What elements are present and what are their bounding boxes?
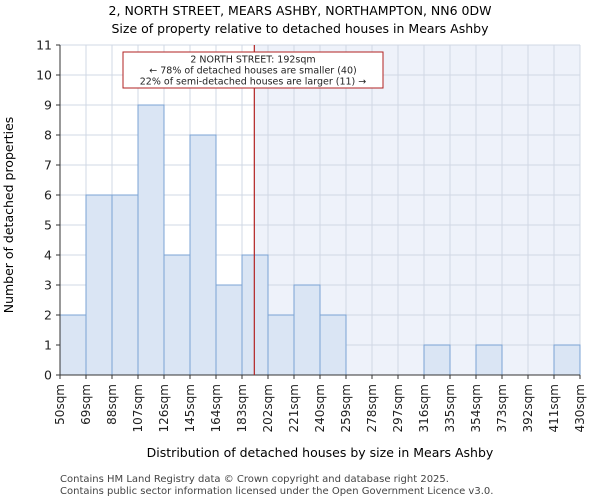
footer-line-1: Contains HM Land Registry data © Crown c… <box>60 474 449 485</box>
bar <box>59 314 87 376</box>
y-tick-label: 1 <box>44 338 52 353</box>
y-tick-label: 3 <box>44 278 52 293</box>
chart-title: 2, NORTH STREET, MEARS ASHBY, NORTHAMPTO… <box>109 3 492 18</box>
bar <box>111 194 139 376</box>
x-tick-label: 221sqm <box>287 384 301 432</box>
chart-subtitle: Size of property relative to detached ho… <box>112 21 490 36</box>
y-tick-label: 8 <box>44 128 52 143</box>
x-tick-label: 335sqm <box>443 384 457 432</box>
x-tick-label: 373sqm <box>495 384 509 432</box>
x-tick-label: 278sqm <box>365 384 379 432</box>
y-tick-label: 4 <box>44 248 52 263</box>
y-tick-label: 0 <box>44 368 52 383</box>
annotation-box <box>122 51 384 89</box>
x-tick-label: 316sqm <box>417 384 431 432</box>
x-tick-label: 259sqm <box>339 384 353 432</box>
y-tick-label: 7 <box>44 158 52 173</box>
bar <box>163 254 191 376</box>
x-tick-label: 392sqm <box>521 384 535 432</box>
y-tick-label: 2 <box>44 308 52 323</box>
x-tick-label: 164sqm <box>209 384 223 432</box>
bar <box>553 344 581 376</box>
x-tick-label: 354sqm <box>469 384 483 432</box>
x-axis-label: Distribution of detached houses by size … <box>147 445 494 460</box>
bar <box>189 134 217 376</box>
bar <box>215 284 243 376</box>
bar <box>475 344 503 376</box>
x-tick-label: 411sqm <box>547 384 561 432</box>
bar <box>85 194 113 376</box>
x-tick-label: 50sqm <box>53 384 67 425</box>
footer-line-2: Contains public sector information licen… <box>60 486 493 497</box>
annotation-line: 2 NORTH STREET: 192sqm <box>190 55 315 66</box>
bar <box>293 284 321 376</box>
bar <box>423 344 451 376</box>
x-tick-label: 183sqm <box>235 384 249 432</box>
y-tick-label: 9 <box>44 98 52 113</box>
bar <box>241 254 269 376</box>
bar <box>319 314 347 376</box>
x-tick-label: 145sqm <box>183 384 197 432</box>
plot-area: 0 1 2 3 4 5 6 7 8 9 10 11 50sqm 69sqm 88sqm 107sqm 126sq… <box>36 38 587 433</box>
x-tick-label: 126sqm <box>157 384 171 432</box>
x-tick-label: 297sqm <box>391 384 405 432</box>
x-tick-label: 202sqm <box>261 384 275 432</box>
y-tick-label: 10 <box>36 68 52 83</box>
bar <box>137 104 165 376</box>
x-tick-label: 240sqm <box>313 384 327 432</box>
x-tick-label: 69sqm <box>79 384 93 425</box>
x-tick-label: 88sqm <box>105 384 119 425</box>
y-axis-label: Number of detached properties <box>1 117 16 314</box>
annotation-line: 22% of semi-detached houses are larger (… <box>140 77 367 88</box>
y-tick-label: 5 <box>44 218 52 233</box>
annotation-line: ← 78% of detached houses are smaller (40… <box>149 66 356 77</box>
bar <box>267 314 295 376</box>
y-tick-label: 11 <box>36 38 52 53</box>
x-tick-label: 107sqm <box>131 384 145 432</box>
y-tick-label: 6 <box>44 188 52 203</box>
x-tick-label: 430sqm <box>573 384 587 432</box>
